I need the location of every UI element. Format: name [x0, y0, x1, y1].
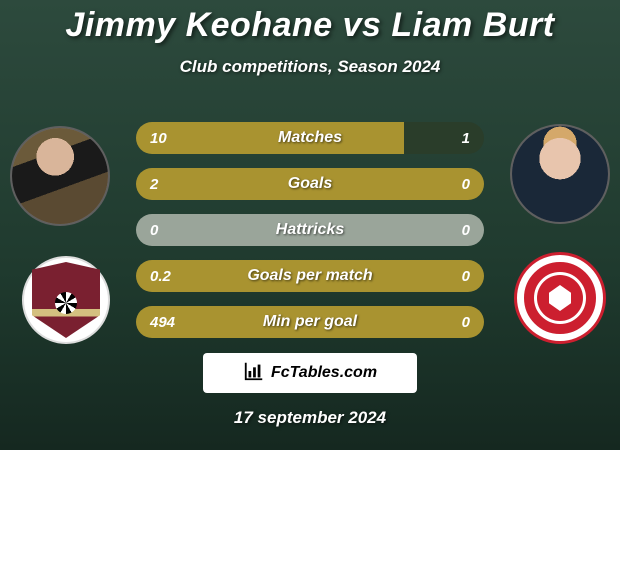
stat-label: Min per goal	[263, 313, 357, 331]
stat-right-value: 0	[462, 222, 470, 239]
player-left-avatar	[10, 126, 110, 226]
date-label: 17 september 2024	[234, 408, 386, 428]
stat-row: 10 1 Matches	[136, 122, 484, 154]
stat-right-value: 0	[462, 268, 470, 285]
stat-row: 0.2 0 Goals per match	[136, 260, 484, 292]
stat-row: 494 0 Min per goal	[136, 306, 484, 338]
stat-row: 2 0 Goals	[136, 168, 484, 200]
stat-left-value: 0	[150, 222, 158, 239]
stat-left-value: 494	[150, 314, 175, 331]
stat-label: Hattricks	[276, 221, 344, 239]
stat-right-value: 1	[462, 130, 470, 147]
comparison-card: Jimmy Keohane vs Liam Burt Club competit…	[0, 0, 620, 450]
stat-bars: 10 1 Matches 2 0 Goals 0 0 Hattricks 0.2 0 Goals pe…	[136, 122, 484, 352]
brand-badge: FcTables.com	[203, 353, 417, 393]
stat-right-value: 0	[462, 176, 470, 193]
stat-label: Matches	[278, 129, 342, 147]
stat-label: Goals per match	[247, 267, 372, 285]
page-title: Jimmy Keohane vs Liam Burt	[0, 0, 620, 45]
chart-icon	[243, 360, 265, 387]
stat-label: Goals	[288, 175, 332, 193]
stat-left-value: 2	[150, 176, 158, 193]
team-left-crest	[22, 256, 110, 344]
player-right-avatar	[510, 124, 610, 224]
team-right-crest	[514, 252, 606, 344]
stat-left-value: 10	[150, 130, 167, 147]
brand-label: FcTables.com	[271, 364, 377, 382]
stat-left-value: 0.2	[150, 268, 171, 285]
stat-right-value: 0	[462, 314, 470, 331]
stat-row: 0 0 Hattricks	[136, 214, 484, 246]
subtitle: Club competitions, Season 2024	[0, 57, 620, 77]
